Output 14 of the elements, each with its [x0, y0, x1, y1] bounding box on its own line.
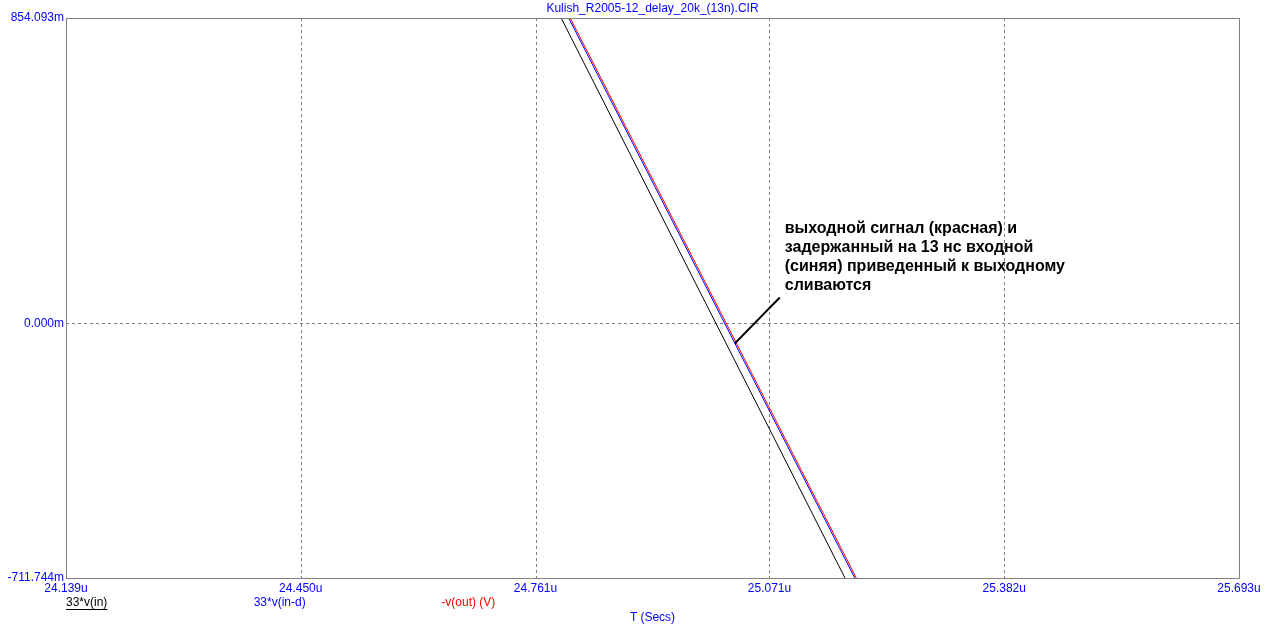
- text: 33*v(in-d): [253, 595, 306, 610]
- x-tick-label: 25.382u: [982, 580, 1026, 595]
- x-axis-title: T (Secs): [629, 610, 676, 625]
- annotation: выходной сигнал (красная) и задержанный на 13 нс входной (синяя) приведенный к выходному сливаются: [784, 219, 1066, 294]
- x-tick-label: 24.139u: [44, 580, 88, 595]
- y-tick-label: 0.000m: [23, 315, 64, 330]
- x-tick-label: 25.071u: [747, 580, 792, 595]
- text: 33*v(in): [66, 595, 108, 610]
- x-tick-label: 24.761u: [513, 580, 558, 595]
- x-tick-label: 24.450u: [279, 580, 323, 595]
- text: -v(out) (V): [441, 595, 496, 610]
- y-tick-label: 854.093m: [10, 10, 64, 25]
- x-tick-label: 25.693u: [1217, 580, 1261, 595]
- chart-title: Kulish_R2005-12_delay_20k_(13n).CIR: [546, 1, 759, 16]
